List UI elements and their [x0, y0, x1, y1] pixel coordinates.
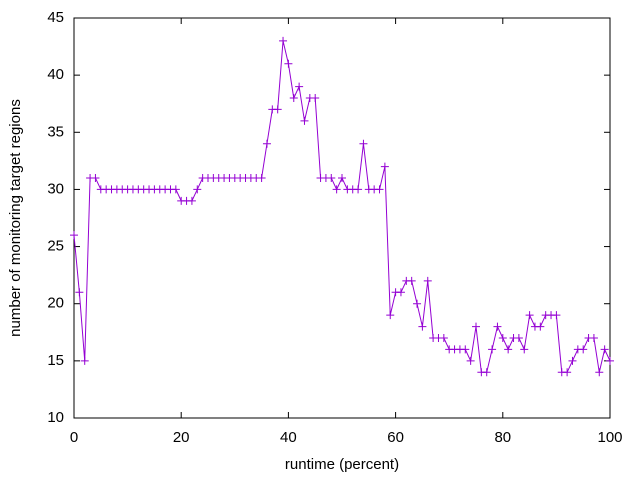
- point-marker: [257, 174, 266, 182]
- y-tick-label: 35: [47, 123, 64, 140]
- x-tick-label: 0: [70, 429, 78, 446]
- point-marker: [472, 322, 480, 331]
- point-marker: [300, 116, 309, 125]
- point-marker: [187, 196, 196, 205]
- y-tick-label: 25: [47, 238, 64, 255]
- x-tick-label: 20: [173, 429, 190, 446]
- point-marker: [514, 334, 523, 342]
- point-marker: [482, 368, 491, 377]
- point-marker: [359, 139, 368, 148]
- point-marker: [461, 345, 470, 354]
- point-marker: [525, 311, 534, 320]
- x-tick-label: 100: [597, 429, 622, 446]
- point-marker: [386, 311, 395, 320]
- y-tick-label: 40: [47, 66, 64, 83]
- x-axis-label: runtime (percent): [285, 456, 399, 473]
- point-marker: [504, 345, 513, 354]
- y-tick-label: 15: [47, 352, 64, 369]
- point-marker: [579, 345, 588, 354]
- point-marker: [595, 368, 604, 377]
- point-marker: [439, 334, 448, 342]
- point-marker: [295, 82, 304, 91]
- x-tick-label: 80: [494, 429, 511, 446]
- point-marker: [75, 288, 84, 297]
- point-marker: [289, 94, 298, 102]
- plot-border: [73, 17, 611, 419]
- point-marker: [418, 322, 427, 331]
- point-marker: [396, 288, 405, 297]
- point-marker: [327, 174, 336, 182]
- x-tick-label: 40: [280, 429, 297, 446]
- point-marker: [262, 139, 271, 148]
- point-marker: [552, 311, 561, 320]
- point-marker: [70, 231, 78, 240]
- point-marker: [520, 345, 529, 354]
- point-marker: [91, 174, 100, 182]
- point-marker: [493, 322, 502, 331]
- point-marker: [375, 185, 384, 194]
- point-marker: [171, 185, 180, 194]
- point-marker: [380, 162, 389, 171]
- point-marker: [600, 345, 609, 354]
- point-marker: [423, 276, 432, 285]
- point-marker: [354, 185, 363, 194]
- point-marker: [80, 356, 89, 365]
- point-marker: [284, 59, 293, 68]
- point-marker: [311, 94, 320, 102]
- point-marker: [488, 345, 497, 354]
- data-line: [73, 40, 611, 373]
- point-marker: [332, 185, 341, 194]
- point-marker: [407, 276, 416, 285]
- y-axis-label: number of monitoring target regions: [7, 99, 24, 337]
- y-tick-label: 10: [47, 409, 64, 426]
- point-marker: [498, 334, 507, 342]
- y-tick-label: 30: [47, 180, 64, 197]
- x-tick-label: 60: [387, 429, 404, 446]
- point-marker: [563, 368, 572, 377]
- point-marker: [273, 105, 282, 114]
- point-marker: [466, 356, 475, 365]
- point-marker: [413, 299, 422, 308]
- point-marker: [193, 185, 202, 194]
- y-tick-label: 45: [47, 9, 64, 26]
- point-marker: [279, 36, 288, 45]
- point-marker: [338, 174, 346, 182]
- y-tick-label: 20: [47, 295, 64, 312]
- point-marker: [606, 356, 614, 365]
- point-marker: [589, 334, 598, 342]
- point-marker: [568, 356, 577, 365]
- point-marker: [536, 322, 545, 331]
